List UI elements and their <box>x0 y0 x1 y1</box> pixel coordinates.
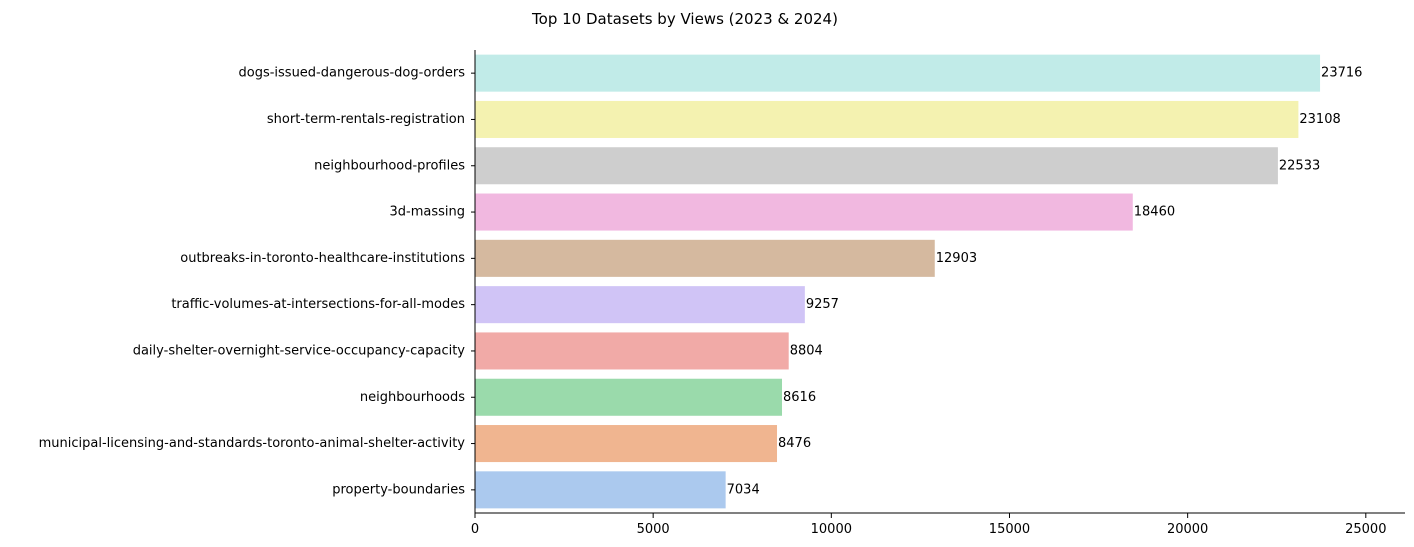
bar-short-term-rentals-registration <box>475 100 1299 138</box>
x-axis: 0 5000 10000 15000 20000 25000 <box>471 512 1405 537</box>
data-label: 8616 <box>783 390 816 405</box>
bar-3d-massing <box>475 193 1133 231</box>
data-label: 8476 <box>778 436 811 451</box>
category-label: 3d-massing <box>390 205 466 220</box>
category-label: short-term-rentals-registration <box>267 112 465 127</box>
category-labels: dogs-issued-dangerous-dog-orders short-te… <box>39 66 475 497</box>
data-label: 23108 <box>1299 112 1340 127</box>
x-tick-label: 20000 <box>1167 522 1208 537</box>
data-labels: 23716 23108 22533 18460 12903 9257 8804 8616 847… <box>727 66 1363 498</box>
category-label: municipal-licensing-and-standards-toront… <box>39 436 466 451</box>
bar-neighbourhood-profiles <box>475 147 1278 185</box>
bar-traffic-volumes-at-intersections-for-all-modes <box>475 286 805 324</box>
category-label: dogs-issued-dangerous-dog-orders <box>238 66 465 81</box>
category-label: neighbourhood-profiles <box>314 158 465 173</box>
category-label: daily-shelter-overnight-service-occupanc… <box>133 343 466 358</box>
bar-neighbourhoods <box>475 378 783 416</box>
category-label: neighbourhoods <box>360 390 465 405</box>
bar-daily-shelter-overnight-service-occupancy-capacity <box>475 332 789 370</box>
data-label: 18460 <box>1134 205 1175 220</box>
x-tick-label: 10000 <box>811 522 852 537</box>
data-label: 7034 <box>727 482 760 497</box>
data-label: 22533 <box>1279 158 1320 173</box>
x-tick-label: 5000 <box>637 522 670 537</box>
category-label: traffic-volumes-at-intersections-for-all… <box>171 297 465 312</box>
data-label: 23716 <box>1321 66 1362 81</box>
x-tick-label: 25000 <box>1345 522 1386 537</box>
chart-title: Top 10 Datasets by Views (2023 & 2024) <box>531 10 838 28</box>
bar-municipal-licensing-and-standards-toronto-animal-shelter-activity <box>475 425 778 463</box>
bar-property-boundaries <box>475 471 726 509</box>
bars-layer <box>475 54 1321 509</box>
category-label: property-boundaries <box>332 482 465 497</box>
x-tick-label: 0 <box>471 522 479 537</box>
x-tick-label: 15000 <box>989 522 1030 537</box>
category-label: outbreaks-in-toronto-healthcare-institut… <box>180 251 465 266</box>
data-label: 12903 <box>936 251 977 266</box>
data-label: 9257 <box>806 297 839 312</box>
bar-outbreaks-in-toronto-healthcare-institutions <box>475 239 935 277</box>
data-label: 8804 <box>790 343 823 358</box>
bar-dogs-issued-dangerous-dog-orders <box>475 54 1321 92</box>
